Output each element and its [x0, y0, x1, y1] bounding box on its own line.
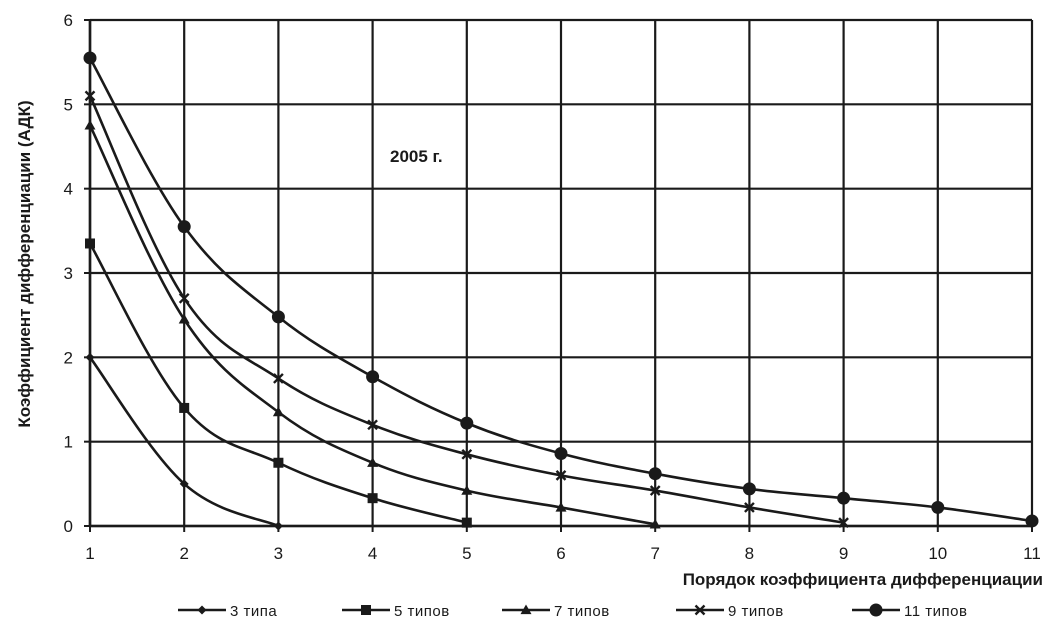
- y-tick-label: 5: [64, 95, 73, 114]
- x-tick-label: 11: [1023, 544, 1041, 563]
- data-point-circle: [1025, 514, 1039, 528]
- data-point-circle: [83, 51, 97, 65]
- series-line: [88, 124, 657, 526]
- data-point-diamond: [273, 521, 283, 531]
- legend-label: 7 типов: [554, 603, 610, 620]
- data-point-x: [367, 419, 378, 431]
- legend-marker-circle: [869, 603, 883, 617]
- x-tick-label: 7: [650, 544, 659, 563]
- data-point-circle: [837, 491, 851, 505]
- data-point-x: [84, 90, 96, 102]
- data-point-diamond: [179, 479, 189, 489]
- legend-item: 7 типов: [502, 603, 610, 620]
- legend-marker-x: [694, 604, 706, 616]
- legend-label: 3 типа: [230, 603, 277, 620]
- legend-item: 9 типов: [676, 603, 784, 620]
- x-marker-stroke: [744, 502, 755, 513]
- data-point-circle: [271, 310, 285, 324]
- x-tick-label: 4: [368, 544, 377, 563]
- data-point-circle: [177, 220, 191, 234]
- y-tick-label: 4: [64, 180, 73, 199]
- x-tick-label: 10: [928, 544, 947, 563]
- data-point-x: [555, 470, 567, 481]
- data-point-circle: [648, 467, 662, 481]
- x-marker-stroke: [461, 448, 473, 460]
- data-point-x: [649, 485, 661, 496]
- label-layer: 2005 г. Порядок коэффициента дифференциа…: [15, 100, 1043, 589]
- legend-marker-triangle: [520, 604, 532, 615]
- y-tick-label: 0: [64, 517, 73, 536]
- legend-label: 5 типов: [394, 603, 450, 620]
- x-tick-label: 6: [556, 544, 565, 563]
- data-point-square: [179, 402, 190, 413]
- data-point-square: [367, 493, 378, 504]
- data-point-x: [461, 448, 473, 460]
- series-1: [85, 352, 283, 531]
- x-marker-stroke: [178, 292, 190, 304]
- x-marker-stroke: [84, 90, 96, 102]
- x-marker-stroke: [555, 470, 567, 481]
- x-axis-title: Порядок коэффициента дифференциации: [683, 570, 1043, 589]
- legend-label: 9 типов: [728, 603, 784, 620]
- data-point-diamond: [85, 352, 95, 362]
- data-point-x: [273, 373, 284, 384]
- series-line: [88, 56, 1034, 523]
- data-point-square: [85, 238, 95, 249]
- x-marker-stroke: [273, 373, 284, 384]
- data-point-x: [178, 292, 190, 304]
- y-tick-label: 3: [64, 264, 73, 283]
- legend-item: 3 типа: [178, 603, 277, 620]
- data-point-triangle: [555, 501, 567, 512]
- data-point-circle: [931, 500, 945, 514]
- data-point-circle: [460, 416, 474, 430]
- data-point-triangle: [461, 485, 473, 495]
- y-tick-label: 1: [64, 433, 73, 452]
- series-4: [84, 90, 849, 528]
- series-line: [88, 242, 469, 524]
- data-point-square: [273, 457, 284, 468]
- x-tick-label: 5: [462, 544, 471, 563]
- legend-label: 11 типов: [904, 603, 967, 620]
- data-point-square: [461, 517, 472, 528]
- x-marker-stroke: [649, 485, 661, 496]
- data-point-circle: [366, 370, 380, 384]
- y-tick-label: 6: [64, 11, 73, 30]
- data-point-triangle: [178, 313, 190, 324]
- data-point-triangle: [84, 119, 96, 130]
- x-marker-stroke: [694, 604, 706, 616]
- data-point-x: [838, 517, 849, 528]
- series-layer: [83, 51, 1039, 531]
- data-point-triangle: [272, 406, 284, 417]
- series-2: [85, 238, 472, 528]
- data-point-circle: [742, 482, 756, 496]
- data-point-triangle: [649, 518, 661, 529]
- y-tick-label: 2: [64, 348, 73, 367]
- x-tick-label: 3: [274, 544, 283, 563]
- series-3: [84, 119, 661, 529]
- x-marker-stroke: [838, 517, 849, 528]
- x-tick-label: 8: [745, 544, 754, 563]
- legend: 3 типа 5 типов 7 типов 9 типов 11 типов: [178, 603, 967, 620]
- legend-marker-diamond: [197, 605, 207, 615]
- series-5: [83, 51, 1039, 528]
- y-axis-title: Коэффициент дифференциации (АДК): [15, 100, 34, 427]
- legend-item: 11 типов: [852, 603, 967, 620]
- chart-title: 2005 г.: [390, 147, 443, 166]
- x-tick-label: 1: [85, 544, 94, 563]
- data-point-circle: [554, 446, 568, 460]
- x-tick-label: 2: [179, 544, 188, 563]
- legend-marker-square: [361, 605, 371, 615]
- x-marker-stroke: [367, 419, 378, 431]
- data-point-triangle: [367, 457, 379, 467]
- data-point-x: [744, 502, 755, 513]
- x-tick-label: 9: [839, 544, 848, 563]
- legend-item: 5 типов: [342, 603, 450, 620]
